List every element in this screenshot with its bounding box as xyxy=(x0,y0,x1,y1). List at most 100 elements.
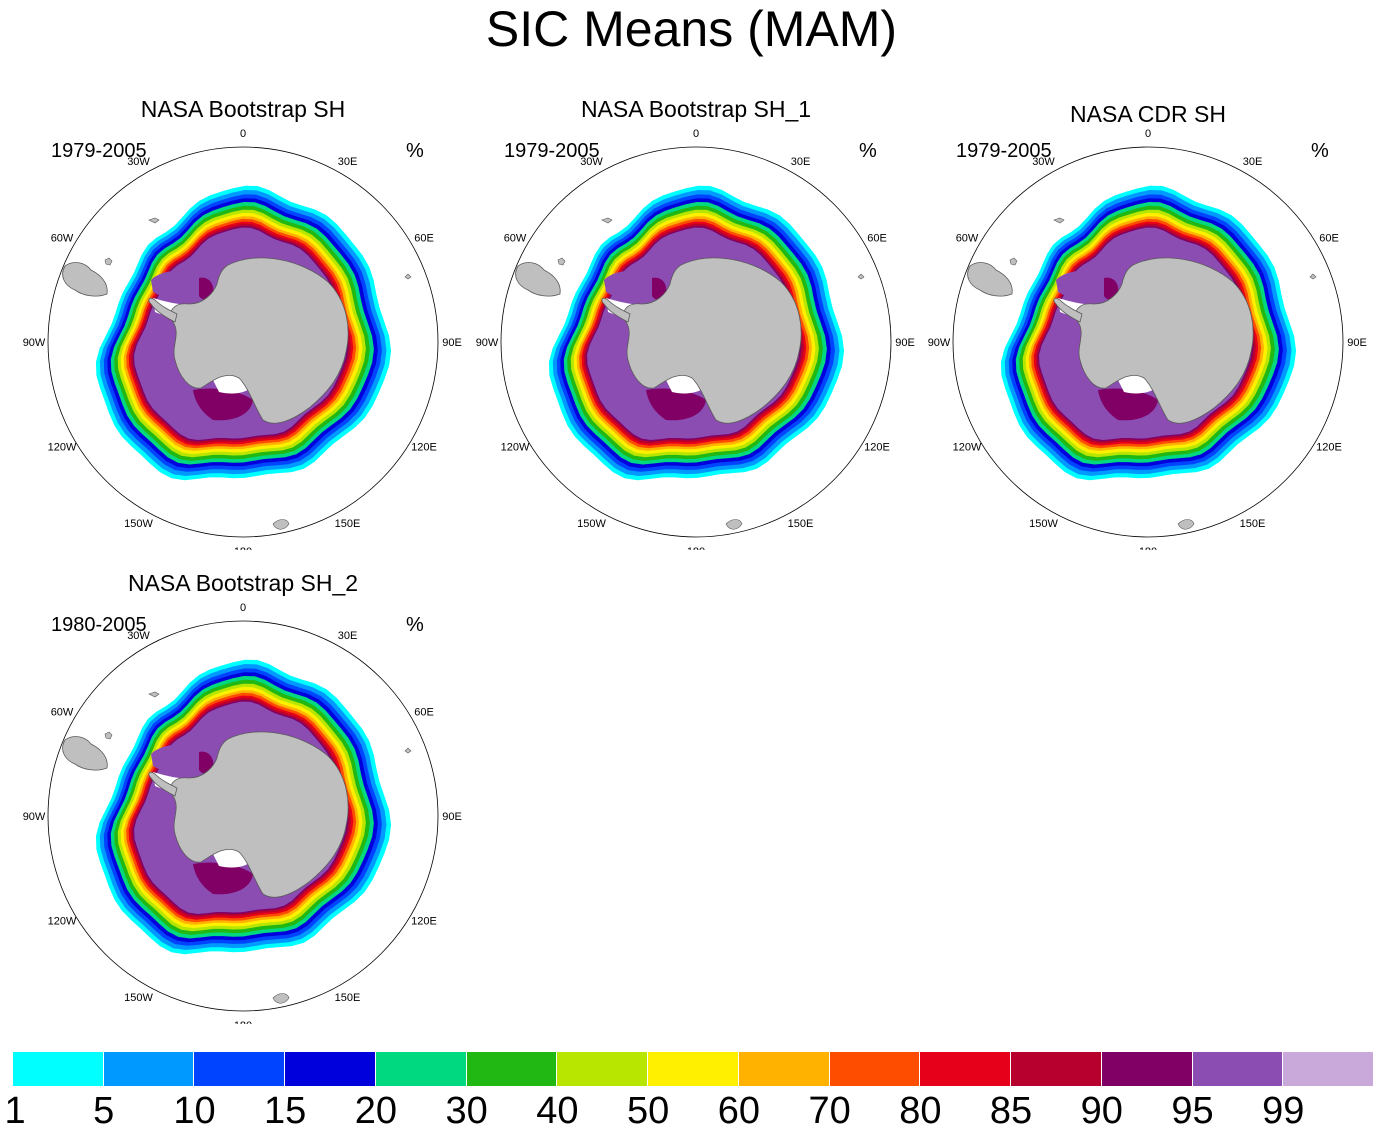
south-georgia-island xyxy=(601,217,613,224)
longitude-label: 60W xyxy=(956,233,979,245)
map-boundary xyxy=(952,146,1344,538)
figure-title: SIC Means (MAM) xyxy=(485,1,898,57)
longitude-label: 120W xyxy=(953,442,982,454)
colorbar-box xyxy=(829,1052,921,1086)
antarctica-landmass xyxy=(170,257,349,424)
longitude-label: 120E xyxy=(864,442,890,454)
longitude-label: 150W xyxy=(1029,518,1058,530)
panel-years: 1979-2005 xyxy=(956,140,1052,162)
panel-title: NASA Bootstrap SH xyxy=(140,96,346,122)
kerguelen-island xyxy=(1309,273,1317,280)
colorbar-tick-label: 1 xyxy=(4,1090,26,1132)
colorbar-tick-label: 50 xyxy=(626,1090,670,1132)
colorbar-box xyxy=(1101,1052,1193,1086)
falkland-islands xyxy=(557,257,566,266)
colorbar-box xyxy=(648,1052,739,1086)
longitude-label: 30W xyxy=(127,156,150,168)
antarctic-peninsula xyxy=(148,771,178,797)
map-panel-3: NASA CDR SH 1979-2005 % 0 30E 60E 90E 120E 15… xyxy=(918,90,1378,550)
colorbar-tick-label: 10 xyxy=(173,1090,216,1132)
weddell-sea-ice-core xyxy=(1104,277,1119,300)
longitude-label: 150E xyxy=(1240,518,1266,530)
colorbar-box xyxy=(375,1052,467,1086)
kerguelen-island xyxy=(404,273,412,280)
antarctica-landmass xyxy=(623,257,802,424)
panel-units: % xyxy=(859,140,877,162)
longitude-label: 180 xyxy=(234,546,252,550)
south-america-landmass xyxy=(62,262,108,297)
falkland-islands xyxy=(1009,257,1018,266)
weddell-sea-ice xyxy=(151,270,214,304)
panel-units: % xyxy=(406,140,424,162)
weddell-sea-ice xyxy=(1056,270,1119,304)
weddell-sea-ice-core xyxy=(199,751,214,774)
longitude-label: 30E xyxy=(338,156,358,168)
longitude-label: 30E xyxy=(338,630,358,642)
ross-sea-ice xyxy=(1098,388,1158,421)
ross-sea-ice xyxy=(646,388,706,421)
longitude-label: 120W xyxy=(501,442,530,454)
colorbar-tick-label: 70 xyxy=(808,1090,851,1132)
colorbar-tick-label: 90 xyxy=(1080,1090,1123,1132)
colorbar-box xyxy=(13,1052,104,1086)
colorbar-box xyxy=(1283,1052,1374,1086)
new-zealand-landmass xyxy=(272,519,290,530)
weddell-sea-ice xyxy=(604,270,667,304)
falkland-islands xyxy=(104,257,113,266)
colorbar-tick-label: 15 xyxy=(264,1090,307,1132)
map-boundary xyxy=(47,620,439,1012)
longitude-label: 0 xyxy=(240,128,246,140)
colorbar-tick-label: 30 xyxy=(445,1090,488,1132)
colorbar-tick-label: 85 xyxy=(989,1090,1033,1132)
weddell-sea-ice-core xyxy=(652,277,667,300)
south-america-landmass xyxy=(62,736,108,771)
panel-years: 1980-2005 xyxy=(51,614,147,636)
polar-stereographic-map: 0 30E 60E 90E 120E 150E 180 150W 120W 90W 60W 30W xyxy=(928,128,1367,550)
longitude-label: 180 xyxy=(1139,546,1157,550)
longitude-label: 60W xyxy=(51,707,74,719)
longitude-label: 150E xyxy=(788,518,814,530)
longitude-label: 60W xyxy=(51,233,74,245)
south-georgia-island xyxy=(1053,217,1065,224)
longitude-label: 60E xyxy=(414,707,434,719)
colorbar-tick-label: 80 xyxy=(899,1090,942,1132)
south-georgia-island xyxy=(148,691,160,698)
south-america-landmass xyxy=(967,262,1013,297)
longitude-label: 150W xyxy=(577,518,606,530)
longitude-label: 90E xyxy=(442,811,462,823)
new-zealand-landmass xyxy=(1177,519,1195,530)
longitude-label: 180 xyxy=(687,546,705,550)
map-panel-4: NASA Bootstrap SH_2 1980-2005 % 0 30E 60E 9… xyxy=(13,564,473,1024)
panel-title: NASA CDR SH xyxy=(1070,101,1226,127)
longitude-label: 150W xyxy=(124,518,153,530)
south-georgia-island xyxy=(148,217,160,224)
new-zealand-landmass xyxy=(725,519,743,530)
longitude-label: 120W xyxy=(48,442,77,454)
colorbar-tick-label: 99 xyxy=(1262,1090,1305,1132)
longitude-label: 120W xyxy=(48,916,77,928)
antarctic-peninsula xyxy=(601,297,631,323)
colorbar xyxy=(13,1052,1374,1086)
longitude-label: 30E xyxy=(1243,156,1263,168)
antarctic-peninsula xyxy=(148,297,178,323)
longitude-label: 60E xyxy=(414,233,434,245)
colorbar-box xyxy=(738,1052,830,1086)
longitude-label: 90E xyxy=(1347,337,1367,349)
longitude-label: 30W xyxy=(1032,156,1055,168)
colorbar-tick-label: 95 xyxy=(1171,1090,1214,1132)
polar-stereographic-map: 0 30E 60E 90E 120E 150E 180 150W 120W 90W 60W 30W xyxy=(23,128,462,550)
panel-units: % xyxy=(406,614,424,636)
ross-sea-ice xyxy=(193,862,253,895)
longitude-label: 150E xyxy=(335,518,361,530)
longitude-label: 90E xyxy=(895,337,915,349)
longitude-label: 150W xyxy=(124,992,153,1004)
longitude-label: 0 xyxy=(1145,128,1151,140)
colorbar-box xyxy=(557,1052,649,1086)
colorbar-box xyxy=(194,1052,286,1086)
weddell-sea-ice xyxy=(151,744,214,778)
kerguelen-island xyxy=(404,747,412,754)
longitude-label: 180 xyxy=(234,1020,252,1024)
longitude-label: 60E xyxy=(1319,233,1339,245)
map-boundary xyxy=(47,146,439,538)
longitude-label: 90W xyxy=(23,811,46,823)
